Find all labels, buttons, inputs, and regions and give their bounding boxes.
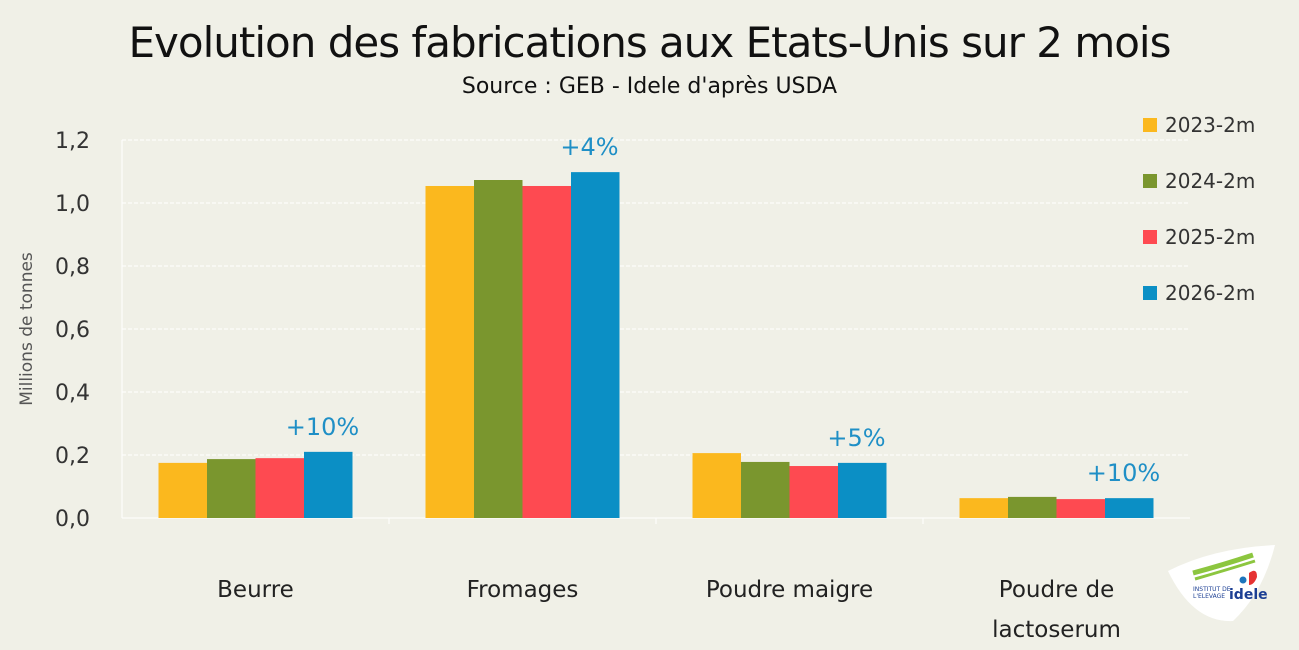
bar-2024-2m-Poudre de lactoserum xyxy=(1008,496,1057,518)
legend-label: 2025-2m xyxy=(1165,225,1256,249)
legend-item: 2026-2m xyxy=(1143,281,1255,305)
bar-2026-2m-Poudre de lactoserum xyxy=(1105,498,1154,518)
change-annotation: +10% xyxy=(286,413,359,441)
bar-2026-2m-Poudre maigre xyxy=(838,462,887,518)
x-tick-label: Fromages xyxy=(467,577,579,603)
change-annotation: +4% xyxy=(560,133,618,161)
legend-swatch xyxy=(1143,230,1157,244)
bar-2026-2m-Beurre xyxy=(304,451,353,518)
svg-text:idele: idele xyxy=(1229,587,1268,603)
legend-item: 2025-2m xyxy=(1143,225,1255,249)
legend-swatch xyxy=(1143,286,1157,300)
legend-swatch xyxy=(1143,118,1157,132)
bar-2025-2m-Beurre xyxy=(255,458,304,518)
chart-subtitle: Source : GEB - Idele d'après USDA xyxy=(461,74,838,99)
svg-text:L'ELEVAGE: L'ELEVAGE xyxy=(1193,593,1225,600)
y-tick-label: 1,2 xyxy=(55,129,90,154)
y-tick-label: 1,0 xyxy=(55,192,90,217)
legend-swatch xyxy=(1143,174,1157,188)
chart-title: Evolution des fabrications aux Etats-Uni… xyxy=(128,18,1172,67)
legend-label: 2026-2m xyxy=(1165,281,1256,305)
x-tick-label: lactoserum xyxy=(992,617,1121,643)
bar-2026-2m-Fromages xyxy=(571,172,620,518)
y-axis-label: Millions de tonnes xyxy=(17,252,37,406)
x-tick-label: Beurre xyxy=(217,577,294,603)
y-tick-label: 0,4 xyxy=(55,381,90,406)
bar-2023-2m-Poudre maigre xyxy=(692,453,741,518)
legend-item: 2023-2m xyxy=(1143,113,1255,137)
svg-text:INSTITUT DE: INSTITUT DE xyxy=(1193,586,1231,593)
bar-2024-2m-Fromages xyxy=(474,180,523,518)
bar-2024-2m-Poudre maigre xyxy=(741,461,790,518)
bar-2023-2m-Beurre xyxy=(158,462,207,518)
legend-label: 2023-2m xyxy=(1165,113,1256,137)
bar-2025-2m-Poudre de lactoserum xyxy=(1056,499,1105,518)
bar-2025-2m-Fromages xyxy=(522,185,571,519)
legend-label: 2024-2m xyxy=(1165,169,1256,193)
y-tick-label: 0,2 xyxy=(55,444,90,469)
change-annotation: +10% xyxy=(1087,459,1160,487)
change-annotation: +5% xyxy=(827,424,885,452)
bar-2024-2m-Beurre xyxy=(207,459,256,518)
bar-2023-2m-Poudre de lactoserum xyxy=(959,498,1008,518)
bar-2023-2m-Fromages xyxy=(425,185,474,519)
x-tick-label: Poudre de xyxy=(999,577,1114,603)
x-tick-label: Poudre maigre xyxy=(706,577,873,603)
y-tick-label: 0,8 xyxy=(55,255,90,280)
idele-logo: INSTITUT DE L'ELEVAGE idele xyxy=(1168,545,1275,622)
bar-2025-2m-Poudre maigre xyxy=(789,466,838,518)
y-tick-label: 0,0 xyxy=(55,507,90,532)
legend-item: 2024-2m xyxy=(1143,169,1255,193)
y-tick-label: 0,6 xyxy=(55,318,90,343)
